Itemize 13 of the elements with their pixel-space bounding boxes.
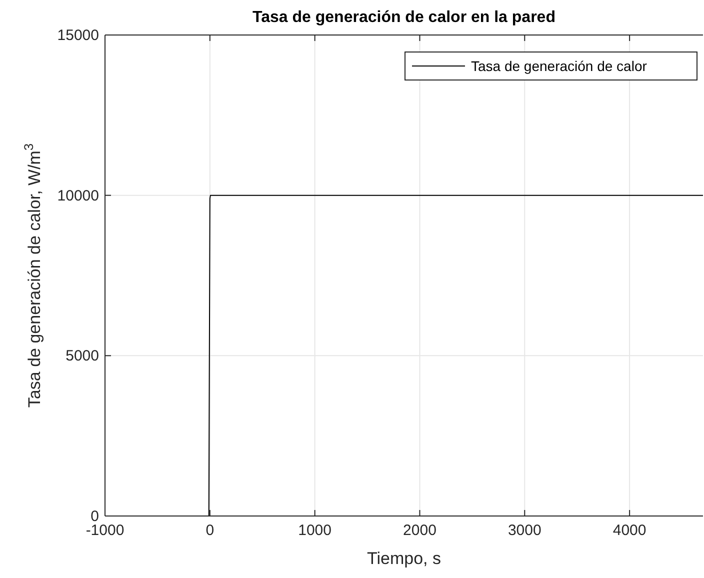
x-tick-label: 2000 [403, 522, 436, 539]
y-tick-label: 15000 [57, 27, 99, 44]
x-tick-label: 0 [206, 522, 214, 539]
x-tick-label: -1000 [86, 522, 124, 539]
y-tick-label: 10000 [57, 187, 99, 204]
x-tick-label: 4000 [612, 522, 646, 539]
legend-label: Tasa de generación de calor [471, 58, 648, 74]
chart-title: Tasa de generación de calor en la pared [252, 9, 556, 26]
x-tick-label: 1000 [298, 522, 332, 539]
x-tick-label: 3000 [508, 522, 542, 539]
y-tick-label: 0 [90, 508, 99, 525]
y-tick-label: 5000 [66, 348, 99, 365]
x-axis-title: Tiempo, s [366, 549, 442, 568]
